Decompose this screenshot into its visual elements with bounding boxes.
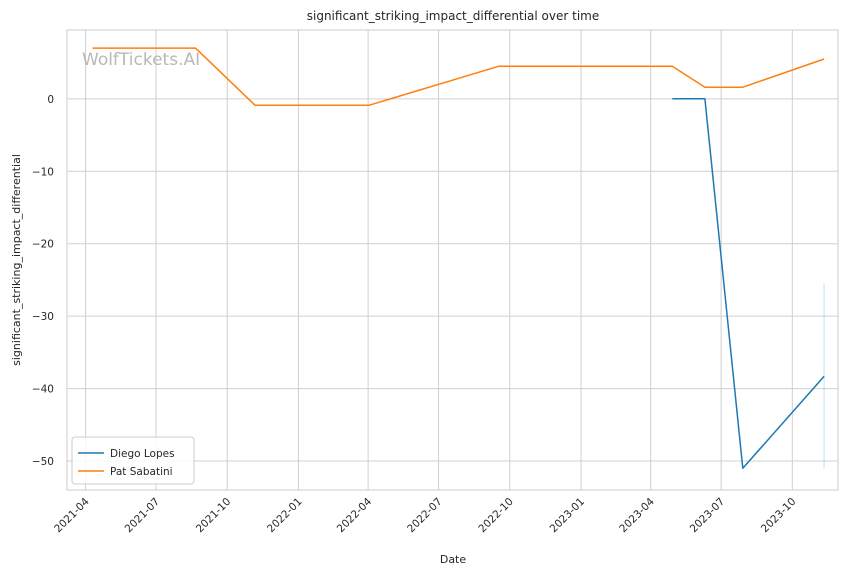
x-tick-label: 2023-10 [759, 496, 799, 536]
y-tick-label: −50 [32, 456, 54, 468]
y-tick-labels: 0 −10 −20 −30 −40 −50 [32, 94, 54, 468]
y-tick-label: −40 [32, 384, 54, 396]
legend-box [71, 436, 195, 485]
x-tick-label: 2022-07 [405, 496, 445, 536]
y-tick-label: 0 [47, 94, 54, 106]
x-tick-labels: 2021-04 2021-07 2021-10 2022-01 2022-04 2022-… [52, 495, 798, 535]
x-tick-label: 2021-10 [194, 496, 234, 536]
x-tick-label: 2022-01 [265, 496, 305, 536]
x-tick-label: 2023-01 [548, 496, 588, 536]
x-tick-label: 2022-04 [335, 495, 375, 535]
legend: Diego Lopes Pat Sabatini [71, 436, 195, 485]
y-tick-label: −30 [32, 311, 54, 323]
chart-title: significant_striking_impact_differential… [307, 9, 599, 23]
x-tick-label: 2021-04 [52, 495, 92, 535]
series-layer [92, 47, 825, 470]
legend-label-diego-lopes: Diego Lopes [110, 448, 175, 460]
x-tick-label: 2022-10 [476, 496, 516, 536]
x-tick-label: 2023-04 [617, 495, 657, 535]
series-line-diego-lopes [672, 98, 825, 470]
grid [67, 30, 838, 490]
x-tick-label: 2021-07 [123, 496, 163, 536]
y-tick-label: −10 [32, 166, 54, 178]
series-line-pat-sabatini [92, 47, 825, 107]
y-axis-label: significant_striking_impact_differential [10, 154, 23, 366]
y-tick-label: −20 [32, 239, 54, 251]
watermark: WolfTickets.AI [82, 50, 200, 70]
axes-frame [66, 29, 839, 491]
legend-label-pat-sabatini: Pat Sabatini [110, 466, 173, 478]
x-tick-label: 2023-07 [688, 496, 728, 536]
x-axis-label: Date [440, 553, 467, 566]
